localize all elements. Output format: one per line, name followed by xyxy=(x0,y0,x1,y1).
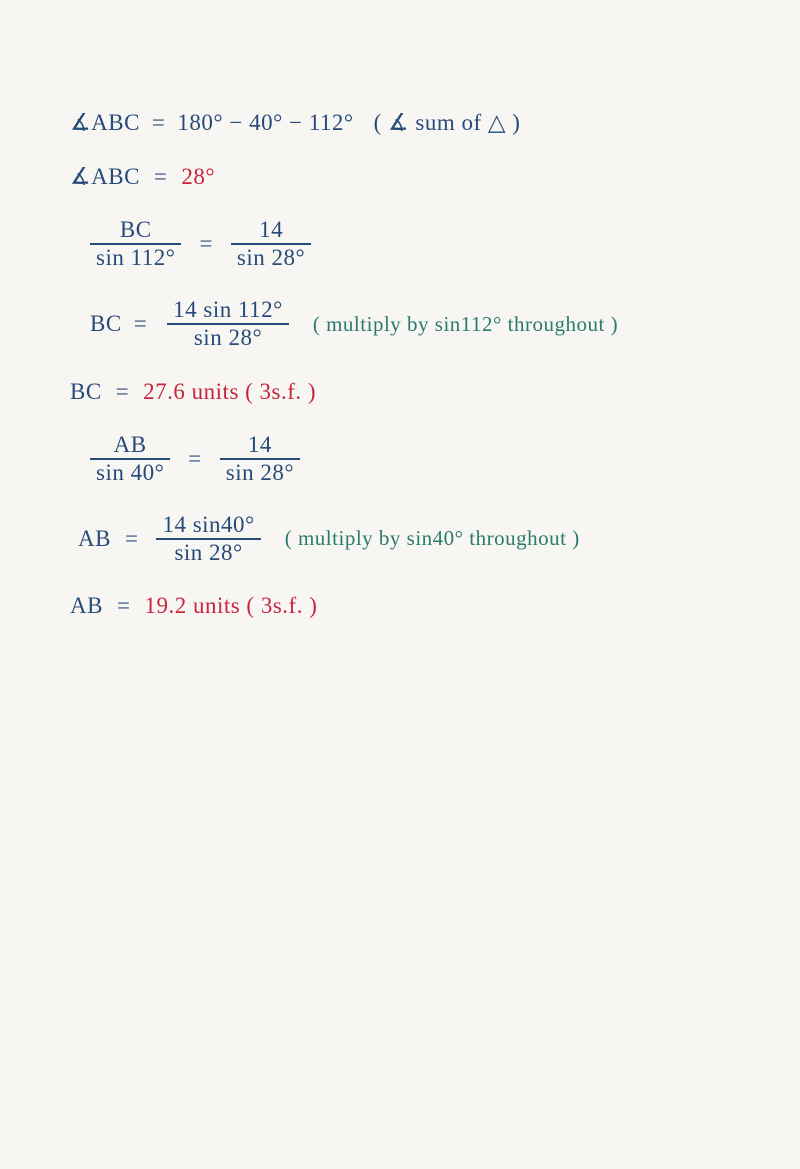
lhs-ab: AB xyxy=(78,526,111,552)
equals-sign: = xyxy=(154,164,167,190)
step-sine-rule-ab: AB sin 40° = 14 sin 28° xyxy=(70,433,750,485)
reason-angle-sum: ( ∡ sum of △ ) xyxy=(374,110,521,136)
fraction-denominator: sin 28° xyxy=(220,460,300,485)
ab-value: 19.2 units ( 3s.f. ) xyxy=(144,593,317,619)
step-bc-result: BC = 27.6 units ( 3s.f. ) xyxy=(70,379,750,405)
fraction-denominator: sin 28° xyxy=(188,325,268,350)
equals-sign: = xyxy=(134,311,147,337)
lhs-angle-abc: ∡ABC xyxy=(70,110,140,136)
step-ab-result: AB = 19.2 units ( 3s.f. ) xyxy=(70,593,750,619)
reason-multiply-sin40: ( multiply by sin40° throughout ) xyxy=(285,526,580,551)
equals-sign: = xyxy=(152,110,165,136)
step-angle-abc-expression: ∡ABC = 180° − 40° − 112° ( ∡ sum of △ ) xyxy=(70,110,750,136)
fraction-denominator: sin 40° xyxy=(90,460,170,485)
fraction-bc-over-sin112: BC sin 112° xyxy=(90,218,181,270)
fraction-numerator: BC xyxy=(114,218,158,243)
lhs-bc: BC xyxy=(70,379,102,405)
fraction-14sin40-over-sin28: 14 sin40° sin 28° xyxy=(156,513,260,565)
fraction-numerator: 14 sin40° xyxy=(156,513,260,538)
handwritten-math-solution: ∡ABC = 180° − 40° − 112° ( ∡ sum of △ ) … xyxy=(70,110,750,647)
fraction-14-over-sin28: 14 sin 28° xyxy=(220,433,300,485)
fraction-14-over-sin28: 14 sin 28° xyxy=(231,218,311,270)
lhs-bc: BC xyxy=(90,311,122,337)
lhs-ab: AB xyxy=(70,593,103,619)
angle-abc-value: 28° xyxy=(181,164,215,190)
fraction-numerator: 14 xyxy=(253,218,289,243)
equals-sign: = xyxy=(125,526,138,552)
equals-sign: = xyxy=(117,593,130,619)
step-ab-isolated: AB = 14 sin40° sin 28° ( multiply by sin… xyxy=(70,513,750,565)
fraction-denominator: sin 28° xyxy=(168,540,248,565)
angle-expression: 180° − 40° − 112° xyxy=(177,110,353,136)
bc-value: 27.6 units ( 3s.f. ) xyxy=(143,379,316,405)
reason-multiply-sin112: ( multiply by sin112° throughout ) xyxy=(313,312,618,337)
fraction-denominator: sin 112° xyxy=(90,245,181,270)
fraction-numerator: 14 xyxy=(242,433,278,458)
equals-sign: = xyxy=(199,231,212,257)
fraction-ab-over-sin40: AB sin 40° xyxy=(90,433,170,485)
step-bc-isolated: BC = 14 sin 112° sin 28° ( multiply by s… xyxy=(70,298,750,350)
step-angle-abc-result: ∡ABC = 28° xyxy=(70,164,750,190)
equals-sign: = xyxy=(188,446,201,472)
equals-sign: = xyxy=(116,379,129,405)
fraction-numerator: AB xyxy=(108,433,153,458)
fraction-numerator: 14 sin 112° xyxy=(167,298,289,323)
fraction-denominator: sin 28° xyxy=(231,245,311,270)
lhs-angle-abc: ∡ABC xyxy=(70,164,140,190)
fraction-14sin112-over-sin28: 14 sin 112° sin 28° xyxy=(167,298,289,350)
step-sine-rule-bc: BC sin 112° = 14 sin 28° xyxy=(70,218,750,270)
